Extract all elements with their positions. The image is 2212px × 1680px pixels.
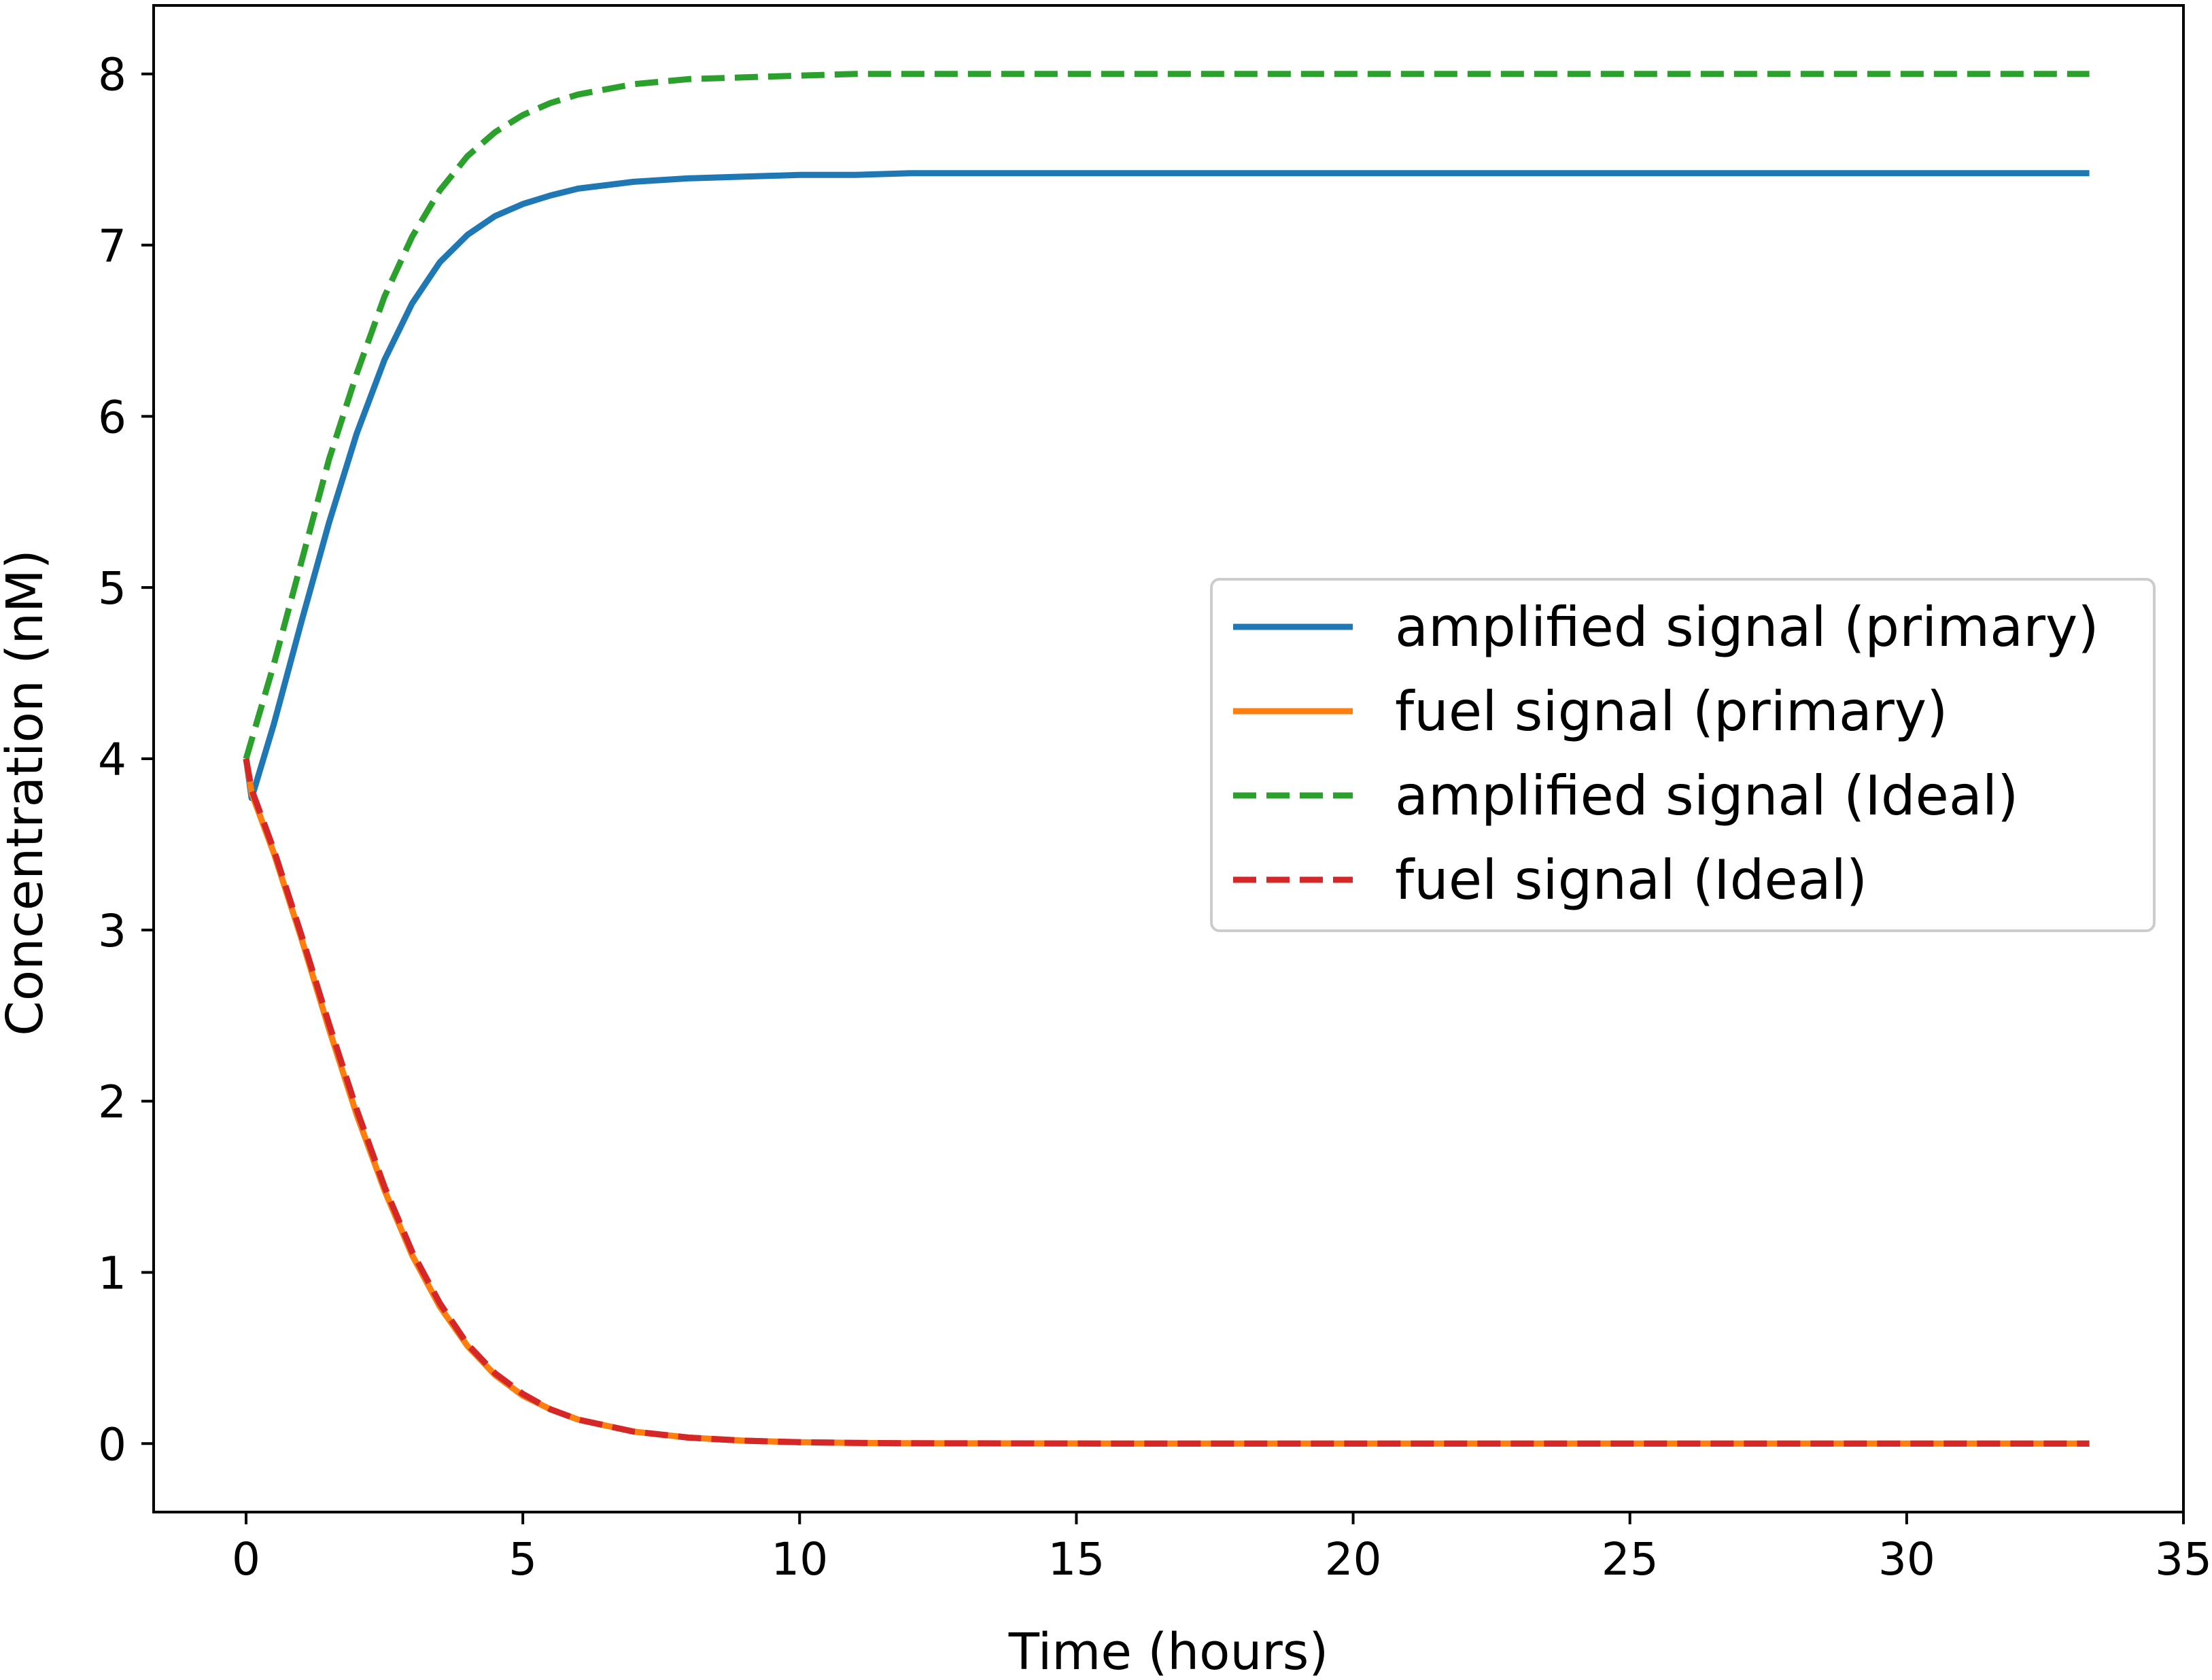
series-line-4	[243, 758, 2090, 1447]
y-tick-label: 5	[98, 562, 126, 615]
legend: amplified signal (primary) fuel signal (p…	[1210, 578, 2156, 932]
series-line-3	[243, 71, 2090, 760]
y-tick-label: 2	[98, 1076, 126, 1129]
x-tick-label: 20	[1325, 1533, 1382, 1585]
x-tick-label: 25	[1602, 1533, 1659, 1585]
x-tick-label: 35	[2155, 1533, 2212, 1585]
x-tick-label: 15	[1048, 1533, 1105, 1585]
y-tick-label: 8	[98, 49, 126, 101]
y-tick-label: 7	[98, 220, 126, 273]
y-tick-label: 3	[98, 905, 126, 957]
y-axis-label: Concentration (nM)	[0, 549, 54, 1036]
series-layer	[243, 71, 2090, 1447]
legend-label-3: amplified signal (Ideal)	[1395, 764, 2018, 827]
legend-frame	[1210, 578, 2156, 932]
y-tick-label: 6	[98, 391, 126, 443]
x-axis-label: Time (hours)	[1008, 1623, 1328, 1680]
legend-label-2: fuel signal (primary)	[1395, 680, 1948, 743]
y-tick-label: 1	[98, 1247, 126, 1299]
y-tick-label: 4	[98, 734, 126, 786]
series-line-1	[243, 170, 2090, 802]
legend-label-4: fuel signal (Ideal)	[1395, 848, 1867, 912]
x-tick-label: 0	[232, 1533, 260, 1585]
legend-label-1: amplified signal (primary)	[1395, 596, 2099, 659]
y-tick-label: 0	[98, 1418, 126, 1471]
x-tick-label: 30	[1878, 1533, 1935, 1585]
x-tick-label: 5	[508, 1533, 537, 1585]
x-tick-label: 10	[771, 1533, 828, 1585]
ticks-layer: 0 5 10 15 20 25 30 35 0 1 2 3 4 5 6 7 8	[98, 49, 2212, 1585]
